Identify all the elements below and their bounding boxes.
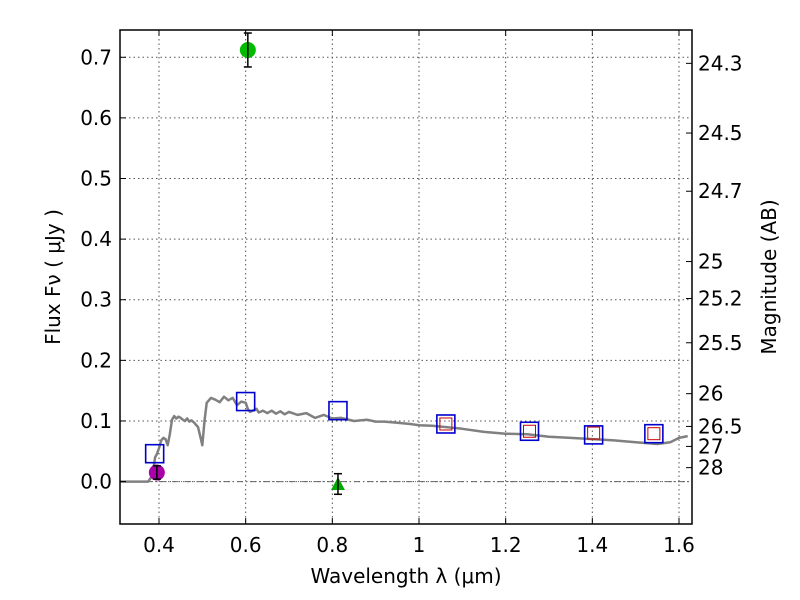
magnitude-tick-label: 24.5 [698,121,743,145]
y-tick-label: 0.0 [80,470,112,494]
data-series [120,32,688,496]
magnitude-tick-label: 25 [698,250,723,274]
series-sed-model [120,395,688,483]
series-observed-magenta- [148,464,165,481]
model-photometry-square [519,421,540,442]
x-tick-label: 0.4 [143,533,175,557]
grid [120,30,692,524]
series-observed-nir [439,417,661,441]
x-tick-label: 1.4 [576,533,608,557]
x-tick-label: 1.6 [663,533,695,557]
observed-square [587,426,601,440]
y-tick-label: 0.6 [80,106,112,130]
model-photometry-square [436,414,456,434]
observed-square [647,427,661,441]
ticks: 0.4 0.6 0.8 1 1.2 1.4 1.6 0.0 0.1 0.2 0.3 0.4 0.5 0.6… [80,30,743,557]
magnitude-tick-label: 25.5 [698,331,743,355]
magnitude-tick-label: 25.2 [698,287,743,311]
magnitude-tick-label: 26.5 [698,414,743,438]
y-tick-label: 0.2 [80,348,112,372]
y-tick-label: 0.5 [80,167,112,191]
y-tick-label: 0.1 [80,409,112,433]
series-observed-green- [239,32,256,68]
model-photometry-square [583,425,604,445]
x-tick-label: 1 [413,533,426,557]
y-tick-label: 0.7 [80,45,112,69]
observed-square [523,424,536,438]
y2-axis-title: Magnitude (AB) [757,199,781,354]
x-axis-title: Wavelength λ (μm) [310,564,501,588]
model-photometry-square [644,423,664,444]
y-axis-title: Flux Fν ( μJy ) [41,209,65,345]
y-tick-label: 0.4 [80,227,112,251]
magnitude-tick-label: 28 [698,456,723,480]
y-tick-label: 0.3 [80,288,112,312]
series-model-photometry [144,391,664,464]
magnitude-tick-label: 26 [698,382,723,406]
magnitude-tick-label: 24.7 [698,179,743,203]
magnitude-tick-label: 27 [698,434,723,458]
model-photometry-square [235,391,256,412]
series-non-detection [330,472,345,496]
observed-square [439,417,453,431]
x-tick-label: 0.6 [230,533,262,557]
plot-frame [119,29,693,525]
model-photometry-square [328,400,348,421]
x-tick-label: 1.2 [490,533,522,557]
x-tick-label: 0.8 [316,533,348,557]
model-photometry-square [144,443,165,464]
sed-model-line [120,395,688,483]
magnitude-tick-label: 24.3 [698,51,743,75]
